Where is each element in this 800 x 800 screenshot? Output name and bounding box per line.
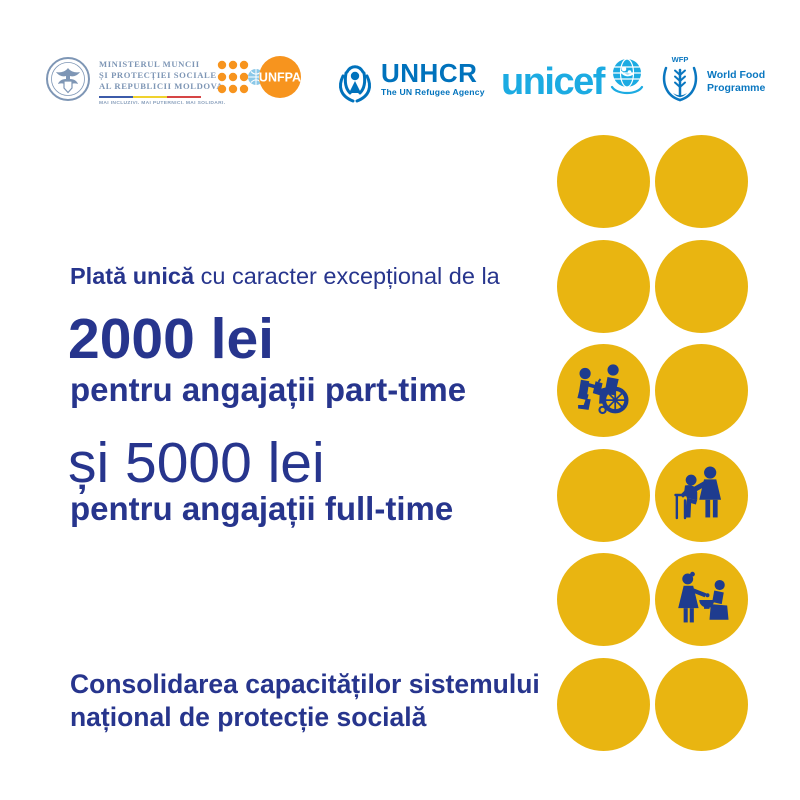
coat-of-arms-icon [45,55,91,108]
campaign-title: Consolidarea capacităților sistemului na… [70,668,540,734]
yellow-circle-feeding [655,553,748,646]
moldova-flag-divider [99,96,201,99]
elderly-care-icon [668,460,736,530]
unhcr-wordmark: UNHCR [381,58,478,88]
unicef-wordmark: unicef [501,60,605,103]
ministry-slogan: MAI INCLUZIVI. MAI PUTERNICI. MAI SOLIDA… [99,101,226,107]
ministry-name-line2: ȘI PROTECȚIEI SOCIALE [99,70,217,80]
yellow-circle [557,553,650,646]
unfpa-wordmark: UNFPA [259,71,301,85]
campaign-title-line2: național de protecție socială [70,702,427,732]
yellow-circle-survey [557,344,650,437]
amount-part-time-description: pentru angajații part-time [70,371,467,408]
yellow-circle-elderly [655,448,748,542]
amount-full-time: și 5000 lei [68,431,325,495]
yellow-circle [655,239,748,333]
unfpa-circle [259,56,301,98]
logo-ministry-moldova: MINISTERUL MUNCII ȘI PROTECȚIEI SOCIALE … [45,55,225,108]
ministry-name-line1: MINISTERUL MUNCII [99,59,200,69]
logo-unhcr: UNHCR The UN Refugee Agency [335,60,485,109]
yellow-circle [557,448,650,542]
unhcr-tagline: The UN Refugee Agency [381,87,485,97]
amount-part-time: 2000 lei [68,307,275,371]
yellow-circle [655,657,748,751]
intro-emphasis: Plată unică [70,263,195,289]
unhcr-emblem-icon [335,60,375,109]
ministry-name-line3: AL REPUBLICII MOLDOVA [99,81,224,91]
logo-unfpa: UNFPA [216,56,304,111]
wfp-emblem-icon: WFP [658,54,702,109]
logo-wfp: WFP World Food Programme [658,54,765,109]
yellow-circle [655,135,748,228]
wfp-wordmark-line1: World Food [707,69,766,81]
unfpa-dots-icon [217,60,249,94]
yellow-circle [557,657,650,751]
partner-logo-row: MINISTERUL MUNCII ȘI PROTECȚIEI SOCIALE … [0,0,800,130]
campaign-title-line1: Consolidarea capacităților sistemului [70,669,540,699]
intro-line: Plată unică cu caracter excepțional de l… [70,263,500,290]
logo-unicef: unicef [501,56,646,107]
wfp-abbr: WFP [672,55,689,64]
unicef-globe-icon [608,56,646,107]
intro-rest: cu caracter excepțional de la [194,263,500,289]
yellow-circle [557,135,650,228]
feeding-assistance-icon [668,565,736,635]
yellow-circle [557,239,650,333]
decorative-circle-grid [557,135,748,751]
survey-wheelchair-icon [569,356,639,426]
amount-full-time-description: pentru angajații full-time [70,490,454,527]
wfp-wordmark-line2: Programme [707,81,766,94]
yellow-circle [655,344,748,437]
